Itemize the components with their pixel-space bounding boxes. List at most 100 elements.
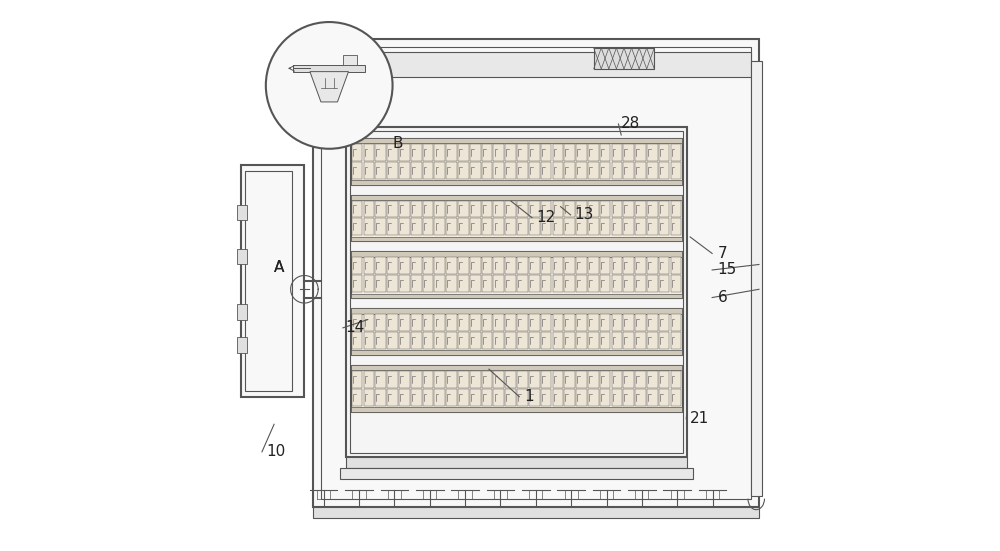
FancyBboxPatch shape bbox=[364, 332, 374, 349]
Polygon shape bbox=[310, 72, 348, 102]
FancyBboxPatch shape bbox=[576, 218, 587, 235]
FancyBboxPatch shape bbox=[458, 218, 469, 235]
FancyBboxPatch shape bbox=[647, 389, 658, 406]
FancyBboxPatch shape bbox=[647, 332, 658, 349]
FancyBboxPatch shape bbox=[375, 257, 386, 274]
FancyBboxPatch shape bbox=[517, 162, 528, 179]
FancyBboxPatch shape bbox=[659, 371, 669, 388]
FancyBboxPatch shape bbox=[482, 201, 492, 217]
FancyBboxPatch shape bbox=[671, 201, 681, 217]
FancyBboxPatch shape bbox=[612, 332, 622, 349]
FancyBboxPatch shape bbox=[364, 389, 374, 406]
FancyBboxPatch shape bbox=[635, 218, 646, 235]
Text: 10: 10 bbox=[266, 444, 285, 460]
FancyBboxPatch shape bbox=[588, 332, 599, 349]
FancyBboxPatch shape bbox=[352, 218, 362, 235]
FancyBboxPatch shape bbox=[387, 162, 398, 179]
FancyBboxPatch shape bbox=[600, 257, 610, 274]
FancyBboxPatch shape bbox=[387, 144, 398, 161]
FancyBboxPatch shape bbox=[493, 389, 504, 406]
FancyBboxPatch shape bbox=[529, 314, 540, 331]
Text: A: A bbox=[274, 260, 284, 275]
FancyBboxPatch shape bbox=[541, 218, 551, 235]
FancyBboxPatch shape bbox=[482, 144, 492, 161]
FancyBboxPatch shape bbox=[399, 218, 410, 235]
FancyBboxPatch shape bbox=[411, 371, 422, 388]
FancyBboxPatch shape bbox=[343, 55, 357, 65]
FancyBboxPatch shape bbox=[482, 332, 492, 349]
FancyBboxPatch shape bbox=[346, 457, 687, 468]
FancyBboxPatch shape bbox=[352, 389, 362, 406]
FancyBboxPatch shape bbox=[399, 389, 410, 406]
FancyBboxPatch shape bbox=[600, 314, 610, 331]
FancyBboxPatch shape bbox=[458, 257, 469, 274]
FancyBboxPatch shape bbox=[470, 371, 481, 388]
FancyBboxPatch shape bbox=[458, 276, 469, 292]
FancyBboxPatch shape bbox=[659, 201, 669, 217]
FancyBboxPatch shape bbox=[671, 371, 681, 388]
FancyBboxPatch shape bbox=[351, 407, 682, 412]
FancyBboxPatch shape bbox=[576, 389, 587, 406]
FancyBboxPatch shape bbox=[647, 371, 658, 388]
FancyBboxPatch shape bbox=[364, 257, 374, 274]
FancyBboxPatch shape bbox=[434, 162, 445, 179]
FancyBboxPatch shape bbox=[351, 195, 682, 200]
FancyBboxPatch shape bbox=[375, 218, 386, 235]
FancyBboxPatch shape bbox=[553, 218, 563, 235]
FancyBboxPatch shape bbox=[411, 276, 422, 292]
FancyBboxPatch shape bbox=[505, 389, 516, 406]
FancyBboxPatch shape bbox=[623, 162, 634, 179]
FancyBboxPatch shape bbox=[352, 276, 362, 292]
FancyBboxPatch shape bbox=[423, 314, 433, 331]
Circle shape bbox=[266, 22, 393, 149]
FancyBboxPatch shape bbox=[446, 144, 457, 161]
FancyBboxPatch shape bbox=[647, 276, 658, 292]
FancyBboxPatch shape bbox=[647, 314, 658, 331]
FancyBboxPatch shape bbox=[470, 144, 481, 161]
FancyBboxPatch shape bbox=[351, 251, 682, 298]
FancyBboxPatch shape bbox=[529, 218, 540, 235]
FancyBboxPatch shape bbox=[458, 314, 469, 331]
FancyBboxPatch shape bbox=[564, 332, 575, 349]
FancyBboxPatch shape bbox=[351, 195, 682, 241]
FancyBboxPatch shape bbox=[600, 144, 610, 161]
FancyBboxPatch shape bbox=[482, 162, 492, 179]
FancyBboxPatch shape bbox=[553, 162, 563, 179]
FancyBboxPatch shape bbox=[352, 201, 362, 217]
FancyBboxPatch shape bbox=[564, 257, 575, 274]
FancyBboxPatch shape bbox=[352, 257, 362, 274]
FancyBboxPatch shape bbox=[399, 144, 410, 161]
FancyBboxPatch shape bbox=[623, 371, 634, 388]
FancyBboxPatch shape bbox=[623, 332, 634, 349]
FancyBboxPatch shape bbox=[351, 308, 682, 355]
FancyBboxPatch shape bbox=[411, 332, 422, 349]
FancyBboxPatch shape bbox=[493, 144, 504, 161]
FancyBboxPatch shape bbox=[541, 276, 551, 292]
FancyBboxPatch shape bbox=[635, 332, 646, 349]
FancyBboxPatch shape bbox=[541, 371, 551, 388]
FancyBboxPatch shape bbox=[564, 371, 575, 388]
FancyBboxPatch shape bbox=[564, 314, 575, 331]
FancyBboxPatch shape bbox=[564, 144, 575, 161]
FancyBboxPatch shape bbox=[612, 201, 622, 217]
FancyBboxPatch shape bbox=[553, 201, 563, 217]
FancyBboxPatch shape bbox=[423, 162, 433, 179]
FancyBboxPatch shape bbox=[493, 162, 504, 179]
FancyBboxPatch shape bbox=[470, 314, 481, 331]
FancyBboxPatch shape bbox=[505, 162, 516, 179]
FancyBboxPatch shape bbox=[446, 218, 457, 235]
FancyBboxPatch shape bbox=[423, 144, 433, 161]
FancyBboxPatch shape bbox=[351, 365, 682, 370]
FancyBboxPatch shape bbox=[600, 332, 610, 349]
FancyBboxPatch shape bbox=[635, 257, 646, 274]
FancyBboxPatch shape bbox=[623, 144, 634, 161]
FancyBboxPatch shape bbox=[576, 144, 587, 161]
FancyBboxPatch shape bbox=[647, 201, 658, 217]
FancyBboxPatch shape bbox=[588, 257, 599, 274]
FancyBboxPatch shape bbox=[588, 218, 599, 235]
FancyBboxPatch shape bbox=[434, 201, 445, 217]
FancyBboxPatch shape bbox=[482, 389, 492, 406]
FancyBboxPatch shape bbox=[446, 389, 457, 406]
FancyBboxPatch shape bbox=[482, 371, 492, 388]
FancyBboxPatch shape bbox=[529, 257, 540, 274]
